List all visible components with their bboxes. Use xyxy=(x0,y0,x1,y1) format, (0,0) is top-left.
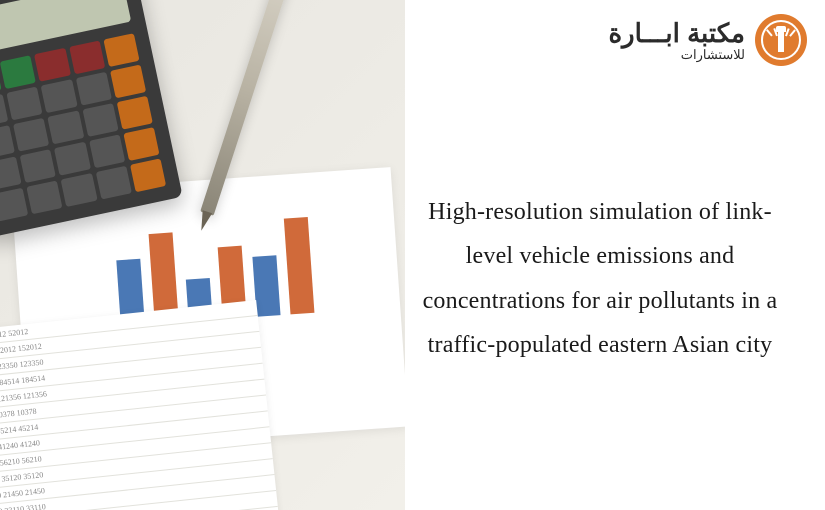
calculator-key xyxy=(0,55,36,89)
document-title: High-resolution simulation of link-level… xyxy=(405,190,795,368)
calculator-key xyxy=(110,65,146,99)
brand-logo: مكتبة ابـــارة للاستشارات xyxy=(608,14,807,66)
calculator-key xyxy=(7,86,43,120)
brand-name-arabic: مكتبة ابـــارة xyxy=(608,20,745,46)
calculator-key xyxy=(0,125,15,159)
calculator-key xyxy=(89,134,125,168)
calculator-key xyxy=(34,48,70,82)
calculator-key xyxy=(75,72,111,106)
lighthouse-icon xyxy=(761,20,801,60)
calculator-key xyxy=(117,96,153,130)
brand-wordmark: مكتبة ابـــارة للاستشارات xyxy=(608,20,745,61)
calculator-key xyxy=(27,180,63,214)
calculator-key xyxy=(95,166,131,200)
calculator-key xyxy=(0,156,22,190)
content-area: مكتبة ابـــارة للاستشارات High-resolutio… xyxy=(405,0,825,510)
calculator-key xyxy=(48,110,84,144)
calculator-key xyxy=(20,149,56,183)
calculator-key xyxy=(82,103,118,137)
hero-photo-area: 52012 52012 52012152012 152012 152012123… xyxy=(0,0,420,510)
calculator-key xyxy=(13,118,49,152)
brand-tagline-arabic: للاستشارات xyxy=(608,48,745,61)
calculator-key xyxy=(61,173,97,207)
calculator-key xyxy=(41,79,77,113)
calculator-key xyxy=(54,142,90,176)
brand-badge xyxy=(755,14,807,66)
calculator-key xyxy=(130,158,166,192)
spreadsheet-sheet: 52012 52012 52012152012 152012 152012123… xyxy=(0,300,282,510)
calculator-key xyxy=(0,188,28,222)
page-root: 52012 52012 52012152012 152012 152012123… xyxy=(0,0,825,510)
calculator-key xyxy=(69,41,105,75)
calculator-key xyxy=(123,127,159,161)
calculator-key xyxy=(103,33,139,67)
calculator-keys xyxy=(0,33,166,221)
chart-bar xyxy=(284,217,315,314)
